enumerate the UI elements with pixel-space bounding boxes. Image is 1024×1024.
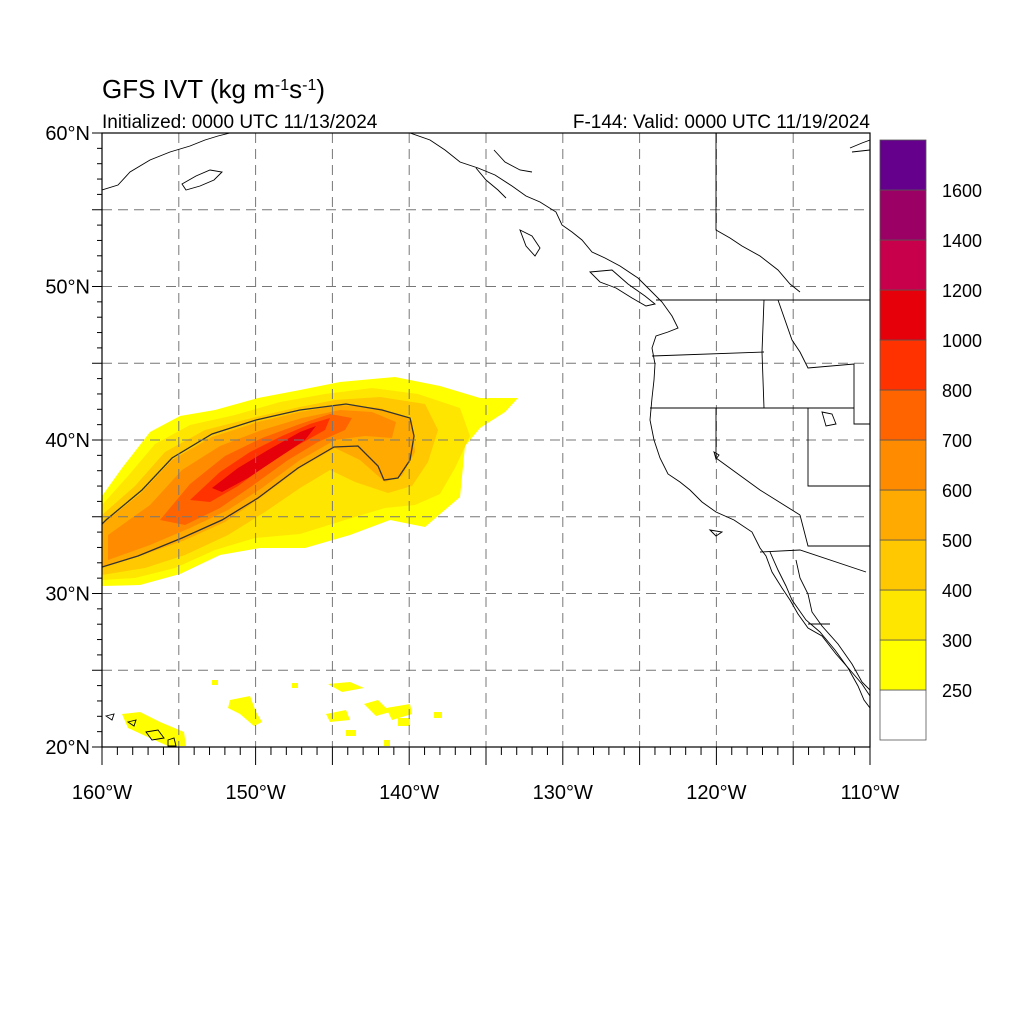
lon-label: 120°W — [686, 782, 746, 804]
axis-ticks — [92, 132, 871, 765]
colorbar-labels: 250 300 400 500 600 700 800 1000 1200 1400 1600 — [942, 181, 982, 701]
colorbar-swatch — [879, 289, 927, 341]
lat-label: 50°N — [45, 277, 90, 299]
colorbar-label: 300 — [942, 631, 972, 651]
colorbar-swatch — [879, 389, 927, 441]
graticule — [102, 133, 870, 747]
map-title: GFS IVT (kg m-1s-1) — [102, 74, 325, 104]
ivt-scattered-patches — [122, 680, 442, 746]
colorbar-swatch — [879, 439, 927, 491]
colorbar-label: 800 — [942, 381, 972, 401]
plot-area — [102, 133, 870, 747]
colorbar-label: 1600 — [942, 181, 982, 201]
colorbar-label: 1200 — [942, 281, 982, 301]
colorbar-label: 700 — [942, 431, 972, 451]
colorbar-label: 400 — [942, 581, 972, 601]
colorbar-swatch — [879, 589, 927, 641]
latitude-labels: 20°N 30°N 40°N 50°N 60°N — [45, 123, 90, 759]
lat-label: 30°N — [45, 584, 90, 606]
colorbar-swatch — [879, 539, 927, 591]
longitude-labels: 160°W 150°W 140°W 130°W 120°W 110°W — [72, 782, 900, 804]
lat-label: 20°N — [45, 737, 90, 759]
political-borders — [650, 133, 870, 625]
lon-label: 140°W — [379, 782, 439, 804]
colorbar-label: 250 — [942, 681, 972, 701]
colorbar-swatch — [879, 689, 927, 741]
lon-label: 160°W — [72, 782, 132, 804]
colorbar-label: 600 — [942, 481, 972, 501]
colorbar-label: 1000 — [942, 331, 982, 351]
colorbar-swatch — [879, 489, 927, 541]
lon-label: 150°W — [225, 782, 285, 804]
lat-label: 40°N — [45, 430, 90, 452]
lon-label: 130°W — [533, 782, 593, 804]
colorbar-label: 1400 — [942, 231, 982, 251]
coastlines — [102, 133, 870, 747]
ivt-band-1000 — [212, 426, 316, 492]
lon-label: 110°W — [841, 782, 900, 804]
colorbar-label: 500 — [942, 531, 972, 551]
colorbar — [879, 139, 927, 741]
colorbar-swatch — [879, 339, 927, 391]
lat-label: 60°N — [45, 123, 90, 145]
initialized-label: Initialized: 0000 UTC 11/13/2024 — [102, 112, 378, 133]
ivt-contour-500 — [102, 403, 415, 568]
colorbar-swatch — [879, 239, 927, 291]
lakes — [708, 411, 837, 537]
colorbar-swatch — [879, 639, 927, 691]
colorbar-swatch — [879, 189, 927, 241]
valid-time-label: F-144: Valid: 0000 UTC 11/19/2024 — [573, 112, 871, 133]
colorbar-swatch — [879, 139, 927, 191]
